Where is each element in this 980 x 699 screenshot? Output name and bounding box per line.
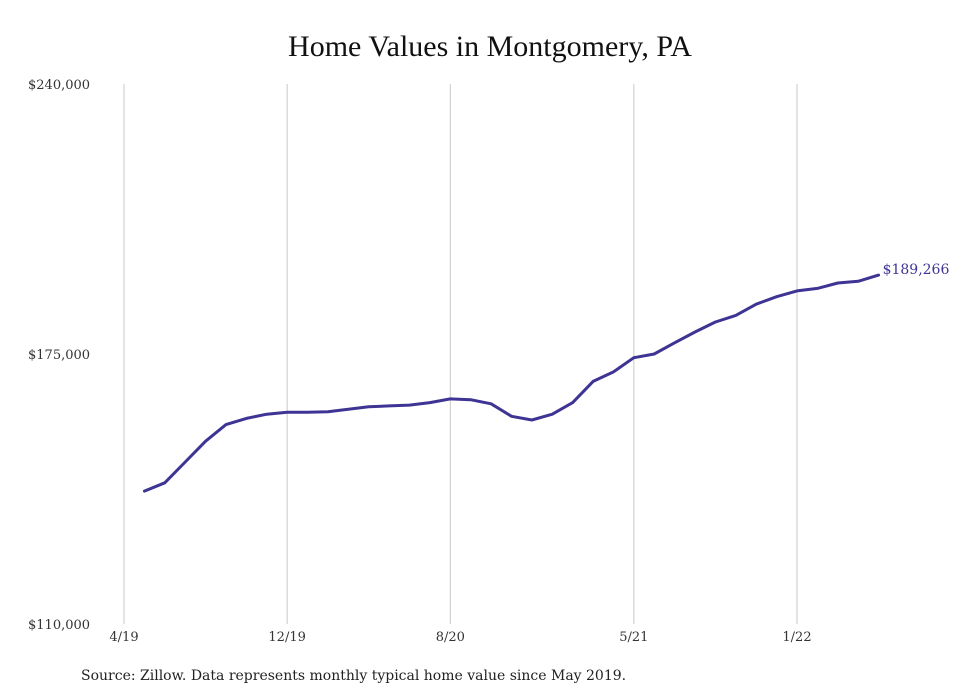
y-tick-label: $175,000 xyxy=(28,348,90,363)
x-tick-label: 12/19 xyxy=(268,630,305,645)
x-axis: 4/19 12/19 8/20 5/21 1/22 xyxy=(109,630,811,645)
x-tick-label: 5/21 xyxy=(619,630,648,645)
y-tick-label: $110,000 xyxy=(28,618,90,633)
chart-title: Home Values in Montgomery, PA xyxy=(288,30,692,63)
y-tick-label: $240,000 xyxy=(28,78,90,93)
x-tick-label: 4/19 xyxy=(109,630,138,645)
series-line xyxy=(142,273,881,493)
end-value-label: $189,266 xyxy=(883,262,950,278)
source-note: Source: Zillow. Data represents monthly … xyxy=(81,668,627,684)
y-axis: $110,000 $175,000 $240,000 xyxy=(28,78,90,633)
x-tick-label: 1/22 xyxy=(782,630,811,645)
x-tick-label: 8/20 xyxy=(436,630,465,645)
grid-lines xyxy=(123,84,798,624)
